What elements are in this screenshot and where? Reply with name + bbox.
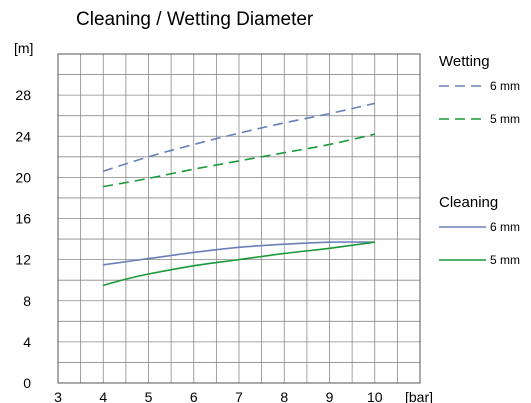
series-line-cleaning-6-mm [103, 241, 375, 266]
y-axis-label: [m] [14, 40, 33, 56]
grid [57, 53, 421, 384]
x-tick-label: 9 [326, 389, 334, 403]
tick-labels: 3 4 5 6 7 8 9 10 0 4 8 12 16 20 24 28 [15, 87, 382, 403]
x-axis-label: [bar] [405, 389, 433, 403]
x-tick-label: 8 [280, 389, 288, 403]
series-line-cleaning-5-mm [103, 241, 375, 287]
y-tick-label: 8 [23, 293, 31, 309]
legend-label: 6 mm [490, 220, 520, 234]
plot-frame [57, 53, 421, 384]
y-tick-label: 16 [15, 211, 31, 227]
legend-label: 5 mm [490, 112, 520, 126]
x-tick-label: 3 [54, 389, 62, 403]
legend-label: 6 mm [490, 79, 520, 93]
y-tick-label: 20 [15, 169, 31, 185]
series-lines [103, 102, 375, 287]
x-tick-label: 10 [367, 389, 383, 403]
y-tick-label: 28 [15, 87, 31, 103]
x-tick-label: 7 [235, 389, 243, 403]
legend-label: 5 mm [490, 253, 520, 267]
series-line-wetting-5-mm [103, 133, 375, 188]
y-tick-label: 4 [23, 334, 31, 350]
y-tick-label: 24 [15, 128, 31, 144]
chart-title: Cleaning / Wetting Diameter [76, 9, 314, 30]
x-tick-label: 4 [99, 389, 107, 403]
x-tick-label: 6 [190, 389, 198, 403]
series-line-wetting-6-mm [103, 102, 375, 172]
y-tick-label: 12 [15, 252, 31, 268]
legend-group-title: Cleaning [439, 194, 498, 211]
y-tick-label: 0 [23, 375, 31, 391]
legend-group-title: Wetting [439, 53, 490, 70]
x-tick-label: 5 [145, 389, 153, 403]
